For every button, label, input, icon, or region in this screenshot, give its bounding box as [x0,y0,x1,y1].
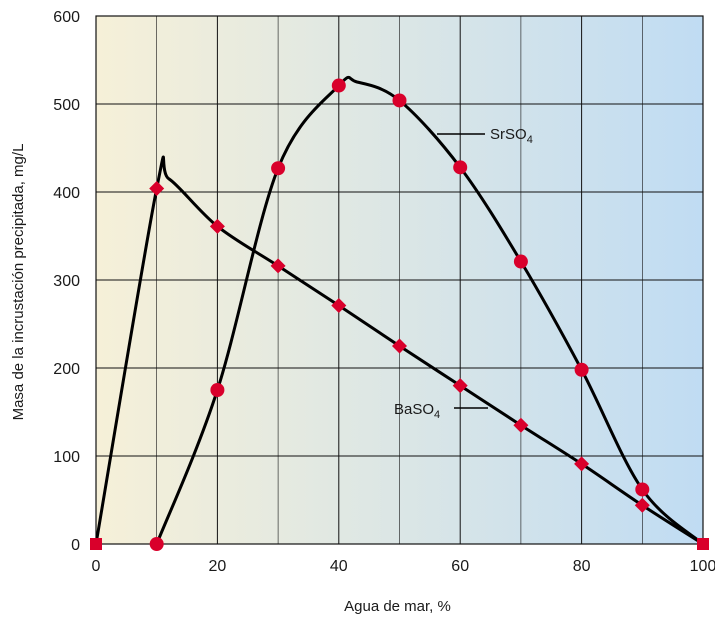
data-point-baso4 [392,338,407,354]
x-tick-label: 40 [330,558,348,575]
series-label-srso4: SrSO4 [490,126,533,146]
data-point-srso4 [331,78,346,93]
data-point-baso4 [634,497,650,513]
data-point-srso4 [513,254,528,269]
data-point-baso4 [574,456,590,472]
y-tick-label: 200 [53,361,80,378]
marker-layer [90,78,709,551]
x-tick-label: 60 [451,558,469,575]
y-tick-label: 500 [53,97,80,114]
data-point-srso4 [210,383,225,397]
data-point-srso4 [271,161,286,176]
x-axis-title: Agua de mar, % [344,598,451,615]
data-point-baso4 [209,218,225,234]
data-point-baso4 [697,538,709,550]
y-tick-label: 100 [53,449,80,466]
plot-frame [95,15,704,545]
y-tick-label: 400 [53,185,80,202]
y-axis-title: Masa de la incrustación precipitada, mg/… [10,144,27,421]
data-point-srso4 [635,482,650,497]
data-point-srso4 [392,93,407,108]
x-tick-label: 80 [573,558,591,575]
tick-labels: 0 20 40 60 80 100 0 100 200 300 400 500 600 [53,9,715,575]
data-point-srso4 [453,160,468,175]
y-tick-label: 600 [53,9,80,26]
x-tick-label: 100 [690,558,715,575]
data-point-baso4 [149,180,165,196]
data-point-baso4 [452,378,468,394]
x-tick-label: 0 [92,558,101,575]
y-tick-label: 300 [53,273,80,290]
y-tick-label: 0 [71,537,80,554]
data-point-baso4 [513,417,529,433]
x-tick-label: 20 [209,558,227,575]
data-point-baso4 [90,538,102,550]
series-label-baso4: BaSO4 [394,401,440,421]
data-point-baso4 [270,258,286,274]
data-point-srso4 [149,537,164,551]
series-label-layer: SrSO4 BaSO4 [394,126,533,421]
data-point-baso4 [331,298,347,314]
data-point-srso4 [574,362,589,377]
